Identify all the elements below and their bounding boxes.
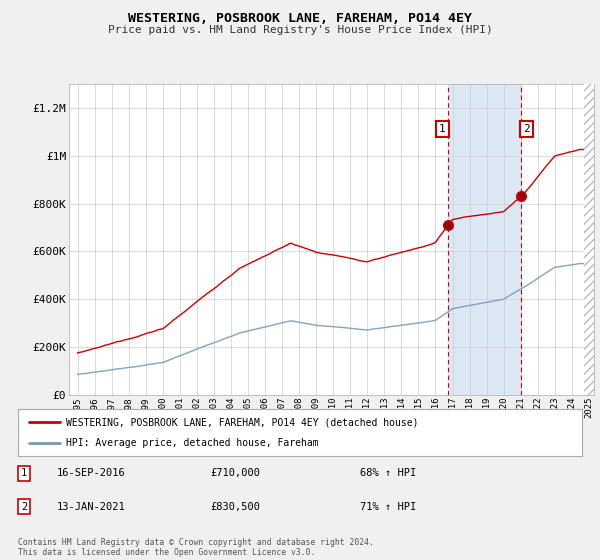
Text: £830,500: £830,500	[210, 502, 260, 512]
Text: WESTERING, POSBROOK LANE, FAREHAM, PO14 4EY (detached house): WESTERING, POSBROOK LANE, FAREHAM, PO14 …	[66, 417, 418, 427]
Text: 1: 1	[21, 468, 27, 478]
Text: £710,000: £710,000	[210, 468, 260, 478]
Text: 1: 1	[439, 124, 446, 134]
Text: 2: 2	[21, 502, 27, 512]
Text: 68% ↑ HPI: 68% ↑ HPI	[360, 468, 416, 478]
Text: Contains HM Land Registry data © Crown copyright and database right 2024.
This d: Contains HM Land Registry data © Crown c…	[18, 538, 374, 557]
Text: Price paid vs. HM Land Registry's House Price Index (HPI): Price paid vs. HM Land Registry's House …	[107, 25, 493, 35]
Text: 2: 2	[523, 124, 530, 134]
Text: 71% ↑ HPI: 71% ↑ HPI	[360, 502, 416, 512]
Text: 13-JAN-2021: 13-JAN-2021	[57, 502, 126, 512]
Text: 16-SEP-2016: 16-SEP-2016	[57, 468, 126, 478]
Text: WESTERING, POSBROOK LANE, FAREHAM, PO14 4EY: WESTERING, POSBROOK LANE, FAREHAM, PO14 …	[128, 12, 472, 25]
Bar	[448, 84, 521, 395]
Text: HPI: Average price, detached house, Fareham: HPI: Average price, detached house, Fare…	[66, 438, 319, 448]
